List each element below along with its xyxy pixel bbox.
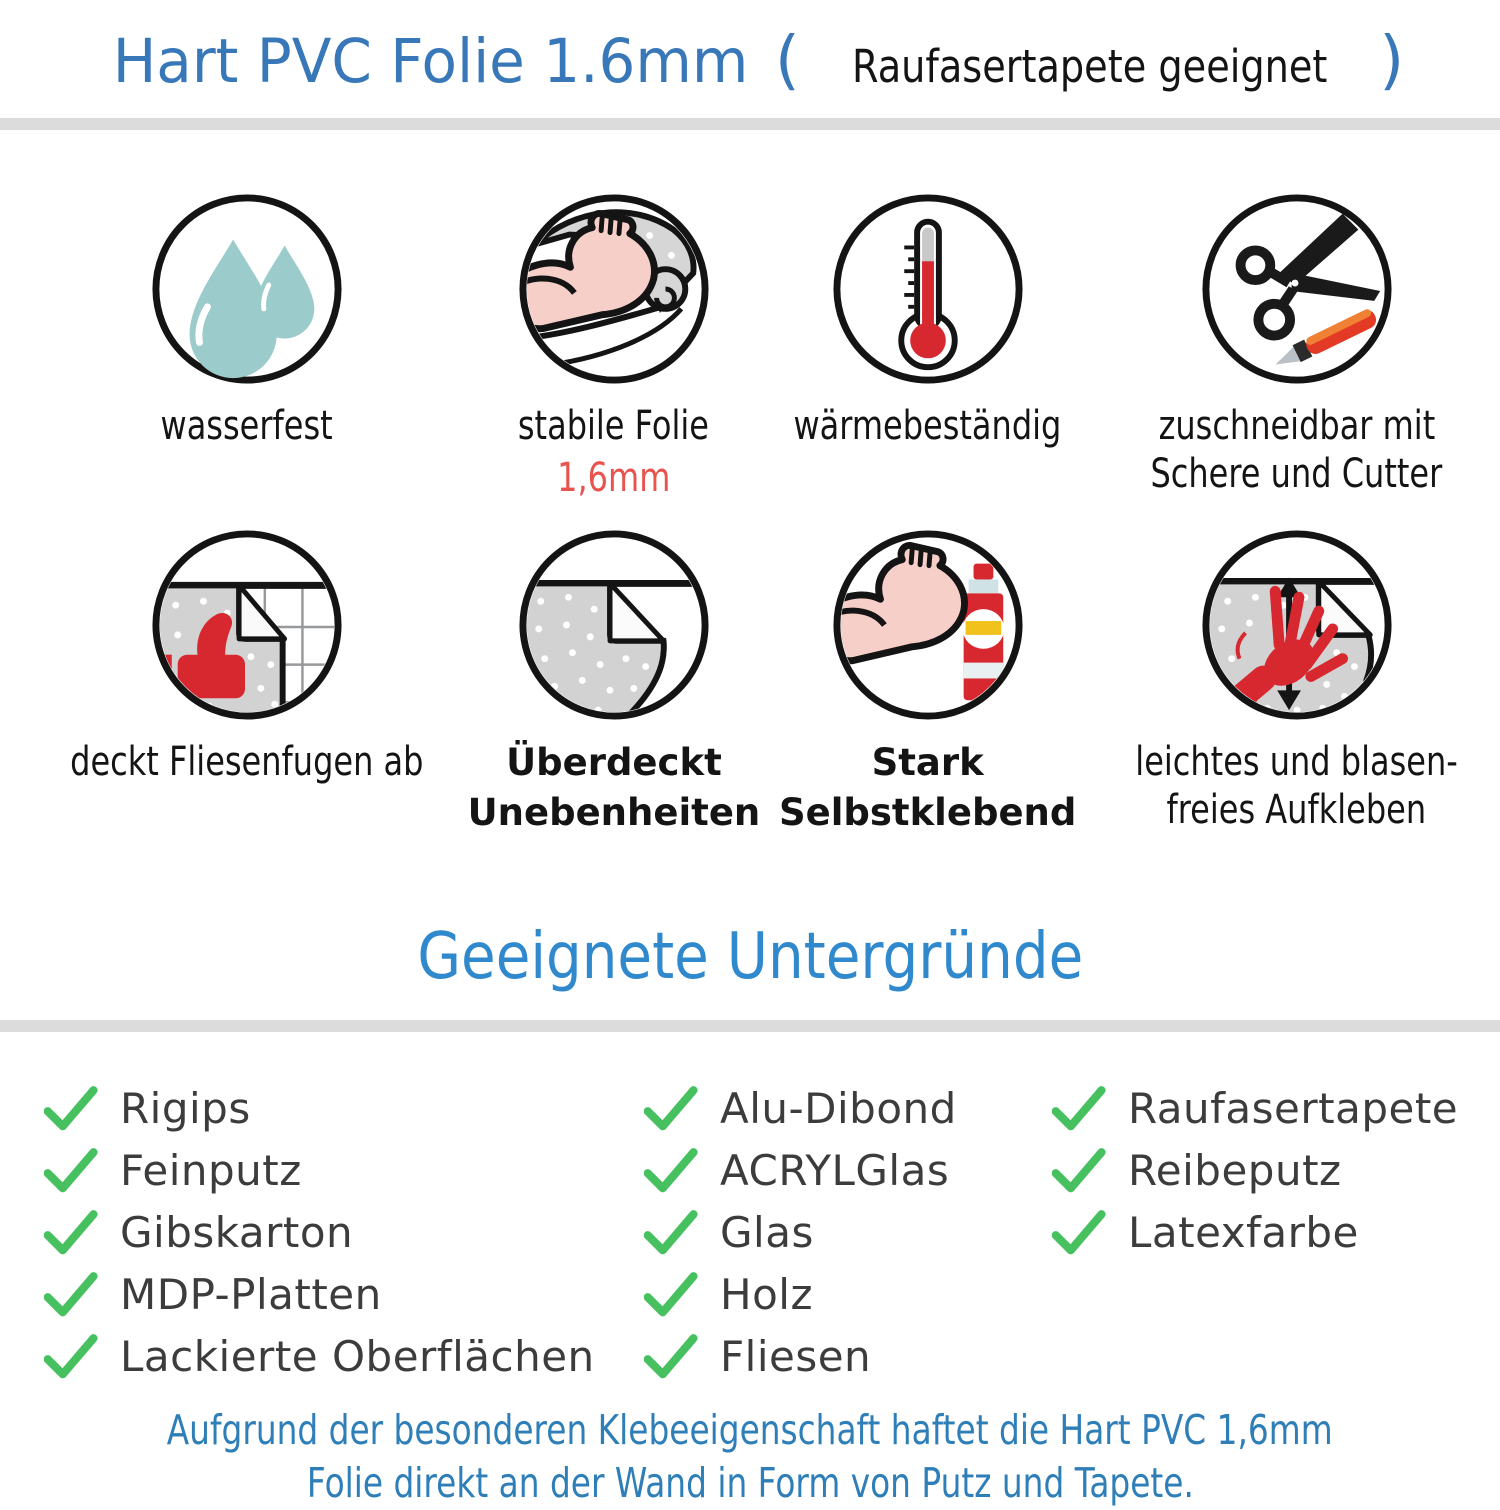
feature-label: wasserfest <box>160 403 333 449</box>
feature-highlight: 1,6mm <box>557 455 671 501</box>
tile-joints-thumb-up-icon <box>152 530 342 720</box>
check-icon <box>44 1272 98 1317</box>
page-title-main: Hart PVC Folie 1.6mm <box>112 26 749 97</box>
title-paren-close: ) <box>1379 24 1405 98</box>
list-item: Alu-Dibond <box>644 1078 1052 1140</box>
list-item: Rigips <box>44 1078 644 1140</box>
list-item: Reibeputz <box>1052 1140 1500 1202</box>
muscle-arm-film-roll-icon <box>519 194 709 384</box>
title-paren-open: ( <box>774 24 800 98</box>
feature-grid: wasserfest stabile Folie 1,6mm <box>0 190 1500 838</box>
feature-tile-cuttable: zuschneidbar mit Schere und Cutter <box>1095 190 1498 502</box>
feature-tile-covers-unevenness: Überdeckt Unebenheiten <box>467 526 761 838</box>
check-icon <box>1052 1210 1106 1255</box>
check-icon <box>644 1272 698 1317</box>
feature-label: Schere und Cutter <box>1150 451 1443 497</box>
divider <box>0 118 1500 130</box>
water-drops-icon <box>152 194 342 384</box>
header: Hart PVC Folie 1.6mm ( Raufasertapete ge… <box>0 0 1500 98</box>
check-icon <box>644 1148 698 1193</box>
list-item: Feinputz <box>44 1140 644 1202</box>
substrates-list: Rigips Feinputz Gibskarton MDP-Platten L… <box>0 1032 1500 1388</box>
thermometer-icon <box>833 194 1023 384</box>
footer-line: Folie direkt an der Wand in Form von Put… <box>306 1459 1194 1508</box>
substrates-title: Geeignete Untergründe <box>417 919 1083 994</box>
feature-label: wärmebeständig <box>793 403 1062 449</box>
list-item: Raufasertapete <box>1052 1078 1500 1140</box>
list-item: Latexfarbe <box>1052 1202 1500 1264</box>
feature-label: Stark <box>871 741 984 784</box>
feature-label: stabile Folie <box>518 403 710 449</box>
divider <box>0 1019 1500 1032</box>
substrates-column-3: Raufasertapete Reibeputz Latexfarbe <box>1052 1078 1500 1388</box>
feature-tile-waterproof: wasserfest <box>26 190 468 502</box>
page-title: Hart PVC Folie 1.6mm ( Raufasertapete ge… <box>0 24 1500 98</box>
muscle-arm-glue-tube-icon <box>833 530 1023 720</box>
list-item: ACRYLGlas <box>644 1140 1052 1202</box>
list-item: Glas <box>644 1202 1052 1264</box>
feature-tile-heat-resistant: wärmebeständig <box>760 190 1095 502</box>
check-icon <box>44 1210 98 1255</box>
check-icon <box>644 1210 698 1255</box>
check-icon <box>44 1086 98 1131</box>
substrates-column-2: Alu-Dibond ACRYLGlas Glas Holz Fliesen <box>644 1078 1052 1388</box>
hand-press-film-icon <box>1202 530 1392 720</box>
check-icon <box>644 1334 698 1379</box>
feature-label: zuschneidbar mit <box>1158 403 1435 449</box>
feature-tile-covers-tile-joints: deckt Fliesenfugen ab <box>26 526 468 838</box>
list-item: Gibskarton <box>44 1202 644 1264</box>
check-icon <box>644 1086 698 1131</box>
feature-tile-self-adhesive: Stark Selbstklebend <box>760 526 1095 838</box>
list-item: Fliesen <box>644 1326 1052 1388</box>
check-icon <box>44 1148 98 1193</box>
feature-label: Überdeckt <box>506 741 722 784</box>
feature-label: Selbstklebend <box>778 790 1077 834</box>
feature-tile-bubble-free: leichtes und blasen- freies Aufkleben <box>1095 526 1498 838</box>
footer-line: Aufgrund der besonderen Klebeeigenschaft… <box>167 1405 1333 1454</box>
feature-label: freies Aufkleben <box>1166 787 1427 833</box>
feature-label: Unebenheiten <box>467 790 761 834</box>
scissors-cutter-icon <box>1202 194 1392 384</box>
check-icon <box>1052 1148 1106 1193</box>
footer-note: Aufgrund der besonderen Klebeeigenschaft… <box>0 1404 1500 1510</box>
list-item: MDP-Platten <box>44 1264 644 1326</box>
substrates-column-1: Rigips Feinputz Gibskarton MDP-Platten L… <box>44 1078 644 1388</box>
page-title-note: Raufasertapete geeignet <box>851 40 1328 93</box>
list-item: Lackierte Oberflächen <box>44 1326 644 1388</box>
check-icon <box>1052 1086 1106 1131</box>
feature-label: leichtes und blasen- <box>1135 739 1458 785</box>
feature-label: deckt Fliesenfugen ab <box>70 739 424 785</box>
list-item: Holz <box>644 1264 1052 1326</box>
check-icon <box>44 1334 98 1379</box>
dotted-film-peel-icon <box>519 530 709 720</box>
feature-tile-stable-film: stabile Folie 1,6mm <box>468 190 761 502</box>
